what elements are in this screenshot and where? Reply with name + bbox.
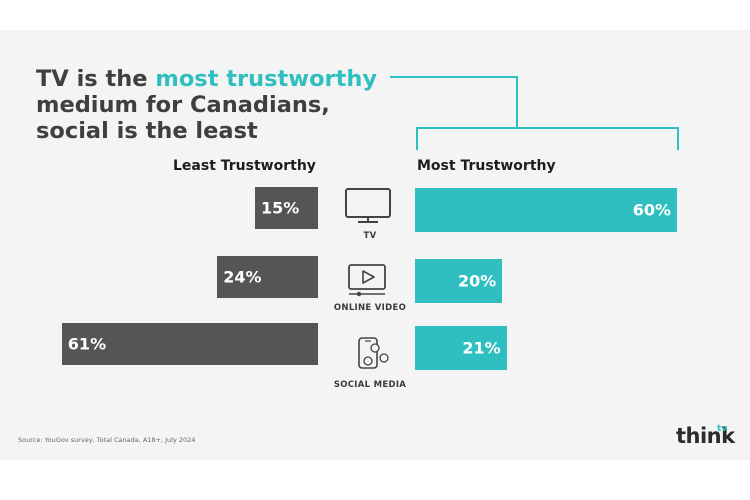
least-trustworthy-heading: Least Trustworthy bbox=[173, 158, 316, 174]
title-accent: most trustworthy bbox=[155, 66, 378, 92]
title-part-1: TV is the bbox=[36, 66, 156, 92]
chart-title: TV is the most trustworthy medium for Ca… bbox=[36, 66, 377, 144]
background-panel bbox=[0, 30, 750, 460]
bar-label-most-online-video: 20% bbox=[458, 271, 497, 291]
bar-least-social-media: 61% bbox=[61, 323, 318, 365]
online-video-icon bbox=[348, 264, 386, 297]
thinktv-logo: think bbox=[676, 424, 735, 448]
category-label-online-video: ONLINE VIDEO bbox=[333, 303, 407, 313]
bar-most-social-media: 21% bbox=[415, 326, 507, 370]
category-label-tv: TV bbox=[363, 231, 377, 241]
tv-icon bbox=[345, 188, 391, 223]
bar-least-online-video: 24% bbox=[217, 256, 318, 298]
title-line-2: medium for Canadians, bbox=[36, 92, 330, 118]
source-note: Source: YouGov survey, Total Canada, A18… bbox=[18, 436, 196, 444]
bar-least-tv: 15% bbox=[255, 187, 318, 229]
bar-label-least-social-media: 61% bbox=[67, 334, 107, 354]
bar-label-most-tv: 60% bbox=[632, 200, 671, 220]
most-trustworthy-heading: Most Trustworthy bbox=[417, 158, 556, 174]
bar-most-online-video: 20% bbox=[415, 259, 503, 303]
bar-most-tv: 60% bbox=[415, 188, 677, 232]
bar-label-most-social-media: 21% bbox=[462, 338, 501, 358]
title-line-3: social is the least bbox=[36, 118, 258, 144]
category-label-social-media: SOCIAL MEDIA bbox=[333, 380, 407, 390]
thinktv-logo-superscript: tv bbox=[717, 424, 728, 434]
bar-label-least-online-video: 24% bbox=[223, 267, 262, 287]
bar-label-least-tv: 15% bbox=[261, 198, 300, 218]
social-media-icon bbox=[358, 337, 389, 369]
